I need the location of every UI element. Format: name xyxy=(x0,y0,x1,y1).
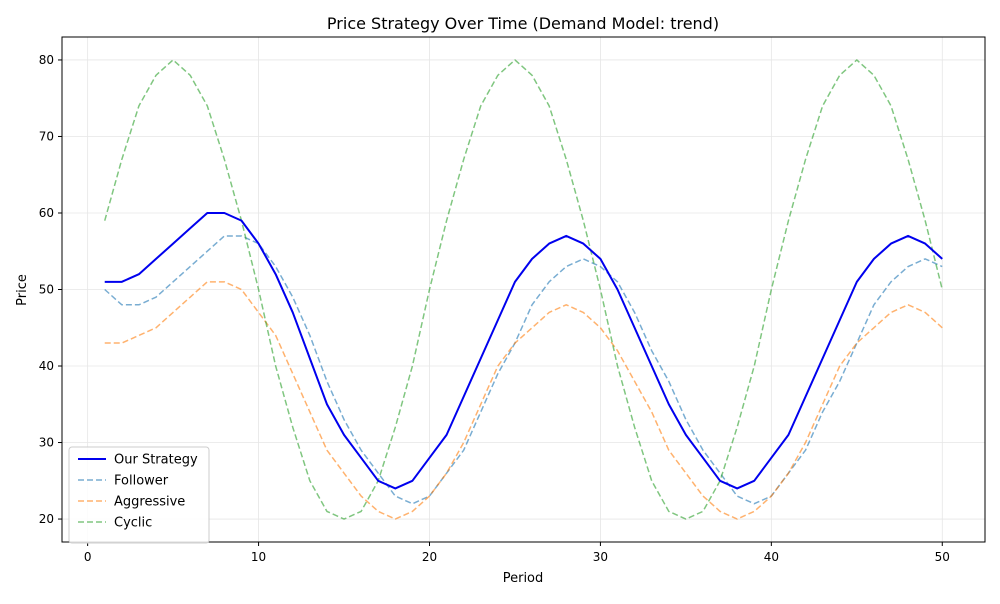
legend-label-cyclic: Cyclic xyxy=(114,516,152,531)
x-tick-label: 50 xyxy=(935,550,950,564)
y-tick-label: 40 xyxy=(39,359,54,373)
series-line-cyclic xyxy=(104,59,943,520)
y-axis-title: Price xyxy=(15,274,30,306)
y-tick-label: 70 xyxy=(39,129,54,143)
x-tick-label: 10 xyxy=(251,550,266,564)
x-axis-title: Period xyxy=(503,571,544,586)
y-tick-label: 20 xyxy=(39,512,54,526)
legend: Our Strategy Follower Aggressive Cyclic xyxy=(68,446,210,544)
series-lines xyxy=(104,59,943,520)
y-tick-label: 80 xyxy=(39,53,54,67)
series-line-our-strategy xyxy=(104,211,943,490)
chart-title: Price Strategy Over Time (Demand Model: … xyxy=(327,14,719,33)
y-tick-label: 60 xyxy=(39,206,54,220)
y-tick-label: 50 xyxy=(39,283,54,297)
x-tick-label: 20 xyxy=(422,550,437,564)
legend-label-follower: Follower xyxy=(114,474,169,489)
y-tick-label: 30 xyxy=(39,436,54,450)
x-tick-label: 40 xyxy=(764,550,779,564)
legend-label-aggressive: Aggressive xyxy=(114,495,185,510)
axis-ticks: 0 10 20 30 40 50 20 30 40 50 60 70 80 xyxy=(39,53,950,564)
series-line-aggressive xyxy=(104,281,943,520)
legend-box xyxy=(68,446,210,544)
legend-label-our-strategy: Our Strategy xyxy=(114,453,198,468)
x-tick-label: 30 xyxy=(593,550,608,564)
x-tick-label: 0 xyxy=(84,550,92,564)
